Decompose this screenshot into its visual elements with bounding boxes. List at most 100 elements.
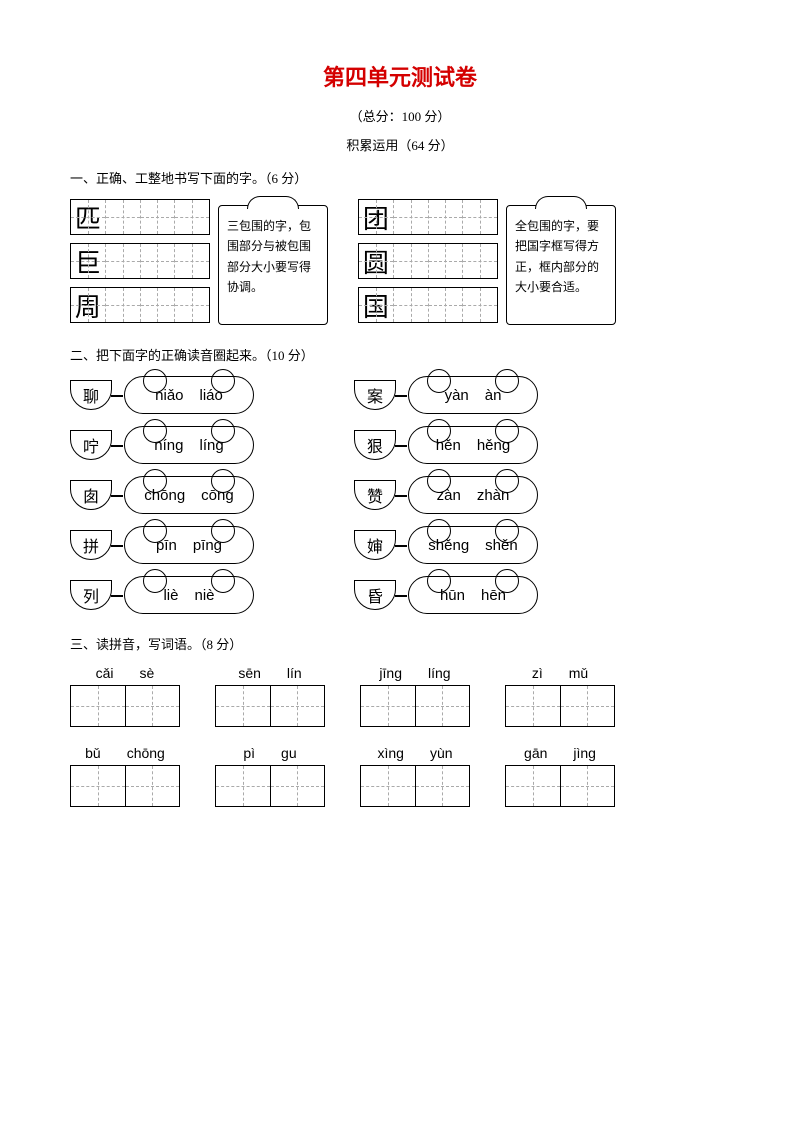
word-box: pì gu — [215, 745, 325, 807]
pinyin-option[interactable]: niè — [194, 587, 214, 604]
write-grid: 团 — [358, 199, 498, 235]
pinyin-label: pì gu — [243, 745, 296, 761]
pinyin-cloud[interactable]: liè niè — [124, 576, 254, 614]
pinyin-cloud[interactable]: shěng shěn — [408, 526, 538, 564]
blank-cell[interactable] — [106, 200, 141, 234]
blank-cell[interactable] — [394, 200, 429, 234]
pinyin-option[interactable]: hěng — [477, 437, 510, 454]
pinyin-option[interactable]: hūn — [440, 587, 465, 604]
q1-left-grids: 匹 巨 周 — [70, 199, 210, 323]
pinyin-option[interactable]: àn — [485, 387, 502, 404]
char-fan: 列 — [70, 580, 112, 610]
pinyin-item: 咛 níng líng — [70, 426, 254, 464]
blank-cell[interactable] — [141, 200, 176, 234]
blank-cell[interactable] — [429, 288, 464, 322]
answer-cell[interactable] — [361, 686, 416, 726]
note-card-1: 三包围的字，包围部分与被包围部分大小要写得协调。 — [218, 205, 328, 325]
pinyin-item: 昏 hūn hēn — [354, 576, 538, 614]
blank-cell[interactable] — [429, 244, 464, 278]
example-char: 匹 — [71, 200, 106, 234]
answer-grid[interactable] — [360, 765, 470, 807]
answer-cell[interactable] — [561, 686, 615, 726]
answer-grid[interactable] — [215, 765, 325, 807]
pinyin-option[interactable]: hěn — [436, 437, 461, 454]
answer-cell[interactable] — [71, 686, 126, 726]
pinyin-item: 案 yàn àn — [354, 376, 538, 414]
answer-cell[interactable] — [126, 766, 180, 806]
pinyin-cloud[interactable]: hěn hěng — [408, 426, 538, 464]
blank-cell[interactable] — [175, 200, 209, 234]
pinyin-option[interactable]: shěn — [485, 537, 518, 554]
pinyin-item: 囱 chōng cōng — [70, 476, 254, 514]
answer-cell[interactable] — [416, 766, 470, 806]
pinyin-row: 咛 níng líng 狠 hěn hěng — [70, 426, 730, 464]
answer-grid[interactable] — [360, 685, 470, 727]
answer-cell[interactable] — [71, 766, 126, 806]
pinyin-option[interactable]: yàn — [445, 387, 469, 404]
blank-cell[interactable] — [429, 200, 464, 234]
blank-cell[interactable] — [394, 244, 429, 278]
answer-cell[interactable] — [271, 766, 325, 806]
total-score: （总分：100 分） — [70, 106, 730, 125]
pinyin-option[interactable]: liáo — [200, 387, 223, 404]
pinyin-option[interactable]: shěng — [428, 537, 469, 554]
answer-grid[interactable] — [505, 765, 615, 807]
pinyin-syllable: zì — [532, 665, 543, 681]
pinyin-cloud[interactable]: yàn àn — [408, 376, 538, 414]
pinyin-option[interactable]: líng — [200, 437, 224, 454]
pinyin-syllable: jìng — [573, 745, 596, 761]
answer-cell[interactable] — [216, 686, 271, 726]
char-fan: 昏 — [354, 580, 396, 610]
q3-header: 三、读拼音，写词语。（8 分） — [70, 634, 730, 653]
blank-cell[interactable] — [106, 244, 141, 278]
answer-cell[interactable] — [506, 766, 561, 806]
pinyin-row: 拼 pīn pīng 婶 shěng shěn — [70, 526, 730, 564]
q3-row: bǔ chōng pì gu xìng yùn — [70, 745, 730, 807]
blank-cell[interactable] — [463, 288, 497, 322]
answer-cell[interactable] — [561, 766, 615, 806]
pinyin-cloud[interactable]: pīn pīng — [124, 526, 254, 564]
answer-cell[interactable] — [506, 686, 561, 726]
answer-grid[interactable] — [215, 685, 325, 727]
pinyin-option[interactable]: hēn — [481, 587, 506, 604]
pinyin-cloud[interactable]: niǎo liáo — [124, 376, 254, 414]
pinyin-cloud[interactable]: hūn hēn — [408, 576, 538, 614]
pinyin-cloud[interactable]: zàn zhàn — [408, 476, 538, 514]
word-box: cǎi sè — [70, 665, 180, 727]
pinyin-row: 列 liè niè 昏 hūn hēn — [70, 576, 730, 614]
blank-cell[interactable] — [106, 288, 141, 322]
q1-right-column: 团 圆 国 全包围的字，要把国字框写得方正，框内部分的大小要合适。 — [358, 199, 616, 325]
answer-cell[interactable] — [271, 686, 325, 726]
blank-cell[interactable] — [141, 288, 176, 322]
pinyin-item: 赞 zàn zhàn — [354, 476, 538, 514]
pinyin-option[interactable]: liè — [163, 587, 178, 604]
example-char: 国 — [359, 288, 394, 322]
pinyin-option[interactable]: chōng — [144, 487, 185, 504]
answer-cell[interactable] — [216, 766, 271, 806]
pinyin-option[interactable]: cōng — [201, 487, 234, 504]
blank-cell[interactable] — [463, 244, 497, 278]
answer-grid[interactable] — [70, 765, 180, 807]
blank-cell[interactable] — [141, 244, 176, 278]
answer-grid[interactable] — [70, 685, 180, 727]
pinyin-option[interactable]: pīn — [156, 537, 177, 554]
pinyin-option[interactable]: níng — [154, 437, 183, 454]
answer-cell[interactable] — [416, 686, 470, 726]
blank-cell[interactable] — [463, 200, 497, 234]
answer-cell[interactable] — [361, 766, 416, 806]
pinyin-cloud[interactable]: níng líng — [124, 426, 254, 464]
example-char: 圆 — [359, 244, 394, 278]
answer-cell[interactable] — [126, 686, 180, 726]
pinyin-row: 囱 chōng cōng 赞 zàn zhàn — [70, 476, 730, 514]
pinyin-option[interactable]: pīng — [193, 537, 222, 554]
pinyin-cloud[interactable]: chōng cōng — [124, 476, 254, 514]
pinyin-option[interactable]: niǎo — [155, 387, 183, 404]
answer-grid[interactable] — [505, 685, 615, 727]
char-fan: 案 — [354, 380, 396, 410]
pinyin-option[interactable]: zàn — [437, 487, 461, 504]
blank-cell[interactable] — [175, 244, 209, 278]
pinyin-option[interactable]: zhàn — [477, 487, 510, 504]
example-char: 巨 — [71, 244, 106, 278]
blank-cell[interactable] — [394, 288, 429, 322]
blank-cell[interactable] — [175, 288, 209, 322]
